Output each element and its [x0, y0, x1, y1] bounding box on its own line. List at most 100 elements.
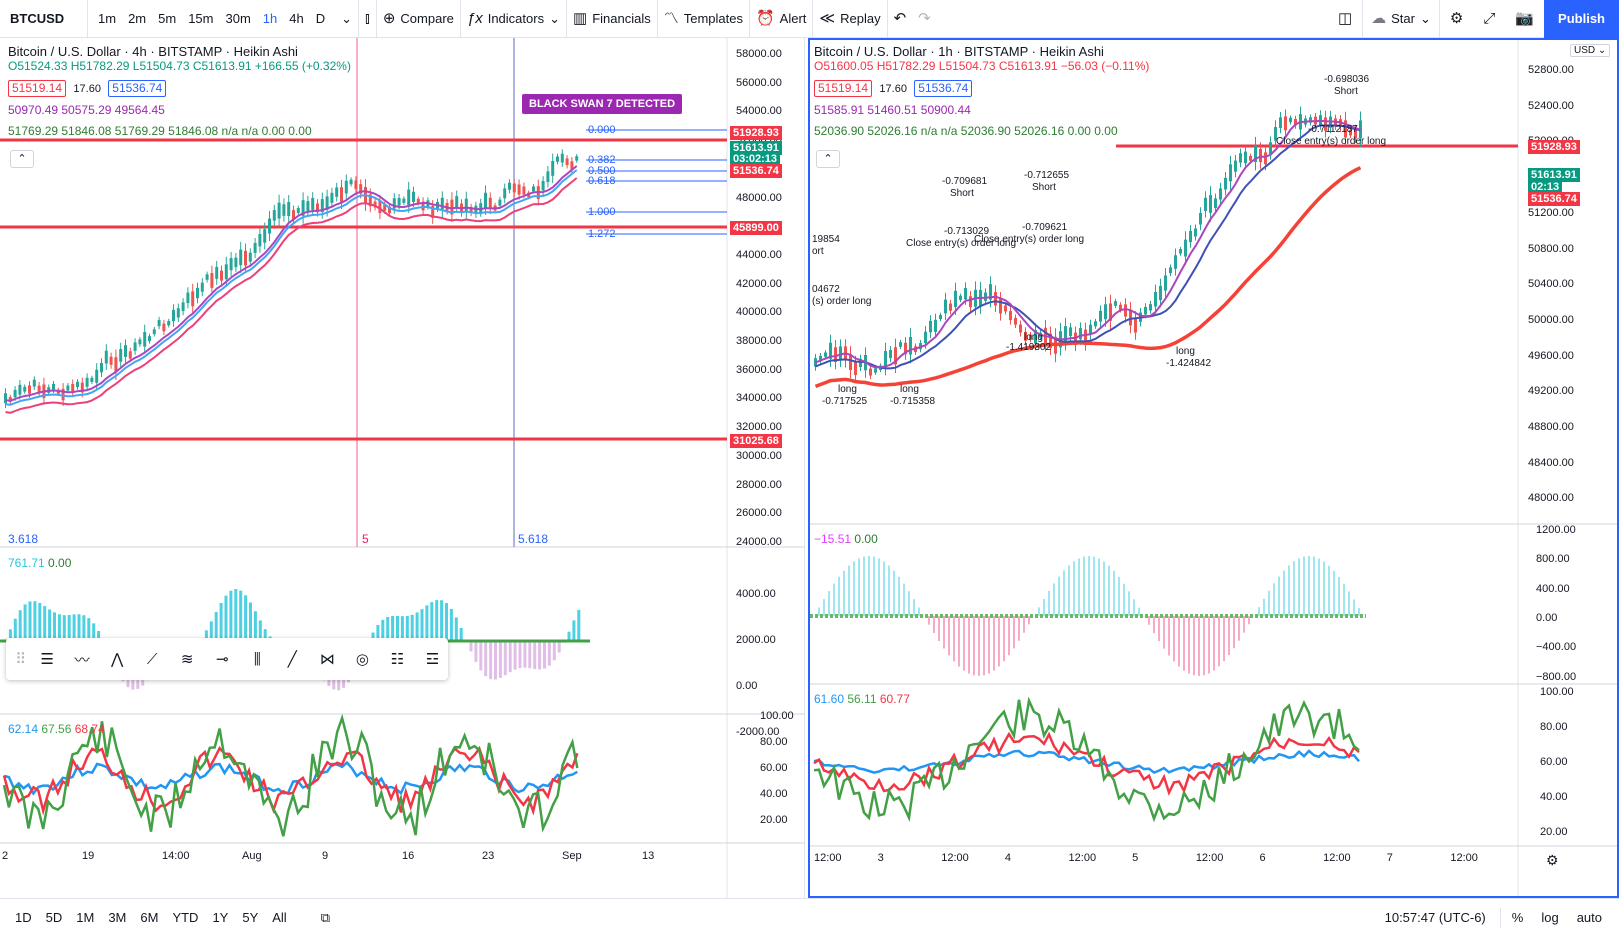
macd-bar — [533, 641, 537, 670]
candle-body — [1174, 255, 1177, 269]
candle-body — [344, 180, 348, 194]
templates-button[interactable]: 〽 Templates — [658, 0, 749, 38]
interval-15m[interactable]: 15m — [188, 10, 214, 26]
undo-button[interactable]: ↶ — [888, 0, 913, 38]
macd-signal-value: 0.00 — [48, 556, 72, 570]
range-1m[interactable]: 1M — [76, 910, 95, 925]
collapse-legend-button[interactable]: ⌃ — [816, 150, 840, 168]
more-tools[interactable]: ☲ — [417, 643, 448, 675]
clock[interactable]: 10:57:47 (UTC-6) — [1384, 910, 1486, 925]
range-1y[interactable]: 1Y — [212, 910, 229, 925]
layout-button[interactable]: ◫ — [1328, 0, 1362, 38]
candle-body — [162, 323, 166, 332]
time-axis-label: 7 — [1386, 852, 1393, 864]
candle-body — [28, 385, 31, 394]
interval-1m[interactable]: 1m — [98, 10, 117, 26]
candle-body — [330, 192, 334, 203]
candle-body — [220, 270, 223, 281]
gann-tool[interactable]: ⫼ — [242, 643, 273, 675]
strategy-annotation: long — [1024, 332, 1043, 343]
percent-toggle[interactable]: % — [1511, 910, 1524, 925]
macd-bar — [459, 628, 463, 641]
ask-price[interactable]: 51536.74 — [108, 80, 167, 97]
interval-D[interactable]: D — [315, 10, 326, 26]
interval-dropdown[interactable]: ⌄ — [335, 0, 358, 38]
range-5d[interactable]: 5D — [45, 910, 63, 925]
rsi-axis-label: 20.00 — [1540, 826, 1568, 838]
wave-pattern-tool[interactable]: 〰 — [67, 643, 98, 675]
drag-handle[interactable]: ⠿ — [15, 651, 27, 668]
strategy-annotation: -0.717525 — [822, 396, 868, 407]
chart-pane-right[interactable]: Bitcoin / U.S. Dollar · 1h · BITSTAMP · … — [808, 38, 1619, 898]
date-range-button[interactable]: ⧉ — [314, 910, 337, 926]
macd-axis-label: 400.00 — [1536, 582, 1570, 595]
replay-button[interactable]: ≪ Replay — [813, 0, 886, 38]
range-all[interactable]: All — [272, 910, 287, 925]
chart-canvas-right[interactable] — [810, 40, 1617, 896]
candle-body — [61, 388, 65, 401]
range-1d[interactable]: 1D — [15, 910, 32, 925]
time-axis-label: 12:00 — [1195, 852, 1224, 864]
candle-body — [340, 187, 343, 202]
symbol-search[interactable]: BTCUSD — [0, 0, 88, 38]
abc-pattern-tool[interactable]: ⋀ — [102, 643, 133, 675]
auto-toggle[interactable]: auto — [1576, 910, 1602, 925]
alert-button[interactable]: ⏰ Alert — [750, 0, 812, 38]
candle-body — [397, 197, 401, 206]
macd-bar — [435, 600, 439, 641]
projection-tool[interactable]: ☷ — [382, 643, 413, 675]
bid-price[interactable]: 51519.14 — [814, 80, 873, 97]
save-layout-button[interactable]: ☁ Star ⌄ — [1363, 0, 1439, 38]
pattern-tool[interactable]: ⋈ — [312, 643, 343, 675]
chart-settings-gear[interactable]: ⚙ — [1546, 852, 1559, 869]
macd-bar — [410, 614, 414, 641]
interval-4h[interactable]: 4h — [289, 10, 304, 26]
range-ytd[interactable]: YTD — [172, 910, 199, 925]
horizontal-lines-tool[interactable]: ☰ — [32, 643, 63, 675]
bar-style-button[interactable]: ⫾ — [359, 0, 376, 38]
arc-tool[interactable]: ◎ — [347, 643, 378, 675]
fib-tool[interactable]: ≋ — [172, 643, 203, 675]
candle-body — [90, 377, 94, 382]
candle-body — [157, 319, 161, 327]
series-title[interactable]: Bitcoin / U.S. Dollar · 1h · BITSTAMP · … — [814, 44, 1104, 59]
price-axis-label: 44000.00 — [736, 248, 782, 261]
indicators-button[interactable]: ƒx Indicators ⌄ — [461, 0, 566, 38]
range-6m[interactable]: 6M — [140, 910, 159, 925]
macd-bar — [62, 615, 66, 641]
collapse-legend-button[interactable]: ⌃ — [10, 150, 34, 168]
log-toggle[interactable]: log — [1541, 910, 1559, 925]
trend-line-tool[interactable]: ⟋ — [137, 643, 168, 675]
price-axis-label: 50000.00 — [1528, 313, 1574, 326]
snapshot-button[interactable]: 📷 — [1505, 0, 1544, 38]
range-5y[interactable]: 5Y — [242, 910, 259, 925]
time-axis-label: 23 — [482, 850, 495, 862]
redo-button[interactable]: ↷ — [912, 0, 937, 38]
interval-2m[interactable]: 2m — [128, 10, 147, 26]
macd-bar — [518, 641, 522, 669]
interval-30m[interactable]: 30m — [225, 10, 251, 26]
chart-canvas-left[interactable] — [0, 38, 805, 898]
candle-body — [440, 197, 444, 211]
price-axis-label: 26000.00 — [736, 507, 782, 520]
publish-button[interactable]: Publish — [1544, 0, 1619, 38]
candle-body — [1274, 127, 1277, 141]
bid-price[interactable]: 51519.14 — [8, 80, 67, 97]
settings-button[interactable]: ⚙ — [1440, 0, 1473, 38]
interval-1h[interactable]: 1h — [262, 10, 278, 26]
fullscreen-button[interactable]: ⤢ — [1473, 0, 1505, 38]
series-title[interactable]: Bitcoin / U.S. Dollar · 4h · BITSTAMP · … — [8, 44, 298, 59]
candle-body — [167, 320, 171, 326]
compare-button[interactable]: ⊕ Compare — [377, 0, 460, 38]
candle-body — [1219, 188, 1222, 200]
financials-button[interactable]: ▥ Financials — [567, 0, 657, 38]
ask-price[interactable]: 51536.74 — [914, 80, 973, 97]
interval-5m[interactable]: 5m — [158, 10, 177, 26]
chart-pane-left[interactable]: Bitcoin / U.S. Dollar · 4h · BITSTAMP · … — [0, 38, 805, 898]
macd-bar — [567, 631, 571, 641]
horizontal-ray-tool[interactable]: ⊸ — [207, 643, 238, 675]
line-tool[interactable]: ╱ — [277, 643, 308, 675]
range-3m[interactable]: 3M — [108, 910, 127, 925]
currency-selector[interactable]: USD ⌄ — [1570, 44, 1611, 57]
candle-body — [1129, 309, 1132, 326]
